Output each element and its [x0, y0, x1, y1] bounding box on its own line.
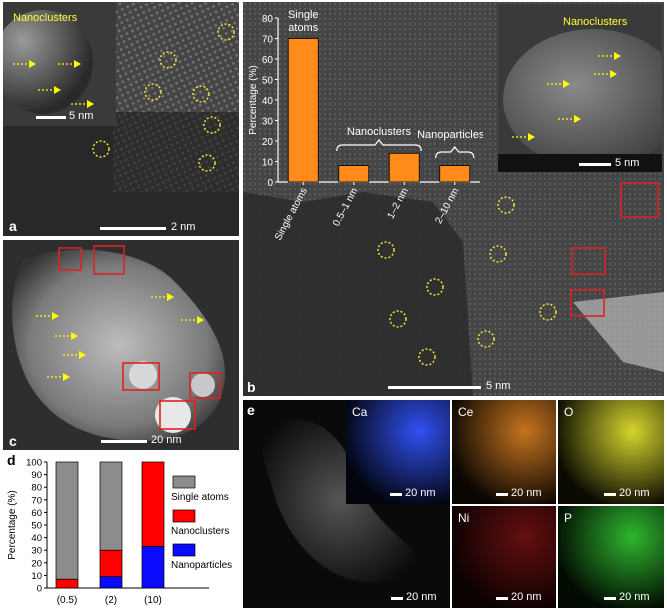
legend-swatch — [172, 509, 196, 523]
legend-swatch — [172, 475, 196, 489]
bar-segment — [55, 578, 79, 589]
y-tick-label: 70 — [31, 495, 42, 506]
panel-label-b: b — [247, 379, 256, 395]
scale-bar — [100, 227, 166, 230]
y-tick-label: 50 — [262, 76, 274, 87]
element-map-scale: 20 nm — [619, 591, 650, 603]
bar — [388, 152, 420, 183]
y-tick-label: 50 — [31, 521, 42, 532]
annotation-nanoclusters: Nanoclusters — [347, 126, 412, 138]
element-map-scale: 20 nm — [405, 487, 436, 499]
y-tick-label: 40 — [262, 96, 274, 107]
element-map-scale: 20 nm — [619, 487, 650, 499]
element-map-label: P — [564, 511, 573, 525]
legend-label: Nanoclusters — [171, 526, 229, 537]
inset-title: Nanoclusters — [13, 12, 78, 24]
inset-scale-bar-b — [579, 163, 611, 166]
panel-e: 20 nm e Ca 20 nm Ce 20 nm O 20 nm Ni 20 nm P 20 n… — [243, 400, 664, 608]
panel-b-inset: Nanoclusters 5 nm — [498, 4, 662, 172]
scale-bar-b — [388, 386, 481, 389]
brace-nanoparticles — [435, 146, 475, 159]
x-tick-label: (10) — [144, 595, 162, 606]
bar-segment — [99, 461, 123, 551]
annotation-nanoparticles: Nanoparticles — [417, 129, 483, 141]
element-map-scale: 20 nm — [511, 591, 542, 603]
panel-c: 20 nm c — [3, 240, 239, 450]
y-tick-label: 0 — [267, 178, 273, 189]
panel-label-d: d — [7, 452, 16, 468]
single-atom-markers-b — [377, 196, 557, 366]
y-axis-label: Percentage (%) — [248, 65, 259, 134]
y-tick-label: 100 — [26, 458, 42, 469]
bar-segment — [141, 546, 165, 589]
scale-label: 2 nm — [171, 221, 196, 233]
panel-a-image — [3, 2, 239, 236]
inset-arrows-b — [512, 52, 621, 141]
panel-label-a: a — [9, 218, 17, 234]
y-tick-label: 30 — [31, 546, 42, 557]
panel-a-inset: Nanoclusters 5 nm — [3, 2, 116, 126]
y-tick-label: 20 — [262, 137, 274, 148]
legend-label: Nanoparticles — [171, 560, 232, 571]
panel-label-c: c — [9, 433, 17, 449]
legend-swatch — [172, 543, 196, 557]
y-axis-label: Percentage (%) — [7, 490, 18, 559]
panel-c-image — [3, 240, 239, 450]
element-map-o: O 20 nm — [558, 400, 664, 504]
element-map-ca: Ca 20 nm — [346, 400, 450, 504]
y-tick-label: 70 — [262, 35, 274, 46]
bar — [338, 165, 370, 183]
brace-nanoclusters — [336, 139, 422, 152]
panel-b: 0 10 20 30 40 50 60 70 80 Percentage (%) Single at… — [243, 2, 664, 396]
y-tick-label: 60 — [31, 508, 42, 519]
scale-label-c: 20 nm — [151, 434, 182, 446]
element-map-p: P 20 nm — [558, 506, 664, 608]
c-arrows — [36, 293, 204, 381]
panel-d: 0 10 20 30 40 50 60 70 80 90 100 Percentage (%) (0.5… — [3, 452, 241, 608]
element-map-ni: Ni 20 nm — [452, 506, 556, 608]
bar-segment — [141, 461, 165, 547]
y-tick-label: 0 — [37, 584, 42, 595]
element-map-label: O — [564, 405, 574, 419]
panel-label-e: e — [247, 402, 255, 418]
bar-segment — [99, 549, 123, 578]
y-tick-label: 30 — [262, 117, 274, 128]
y-tick-label: 80 — [262, 14, 274, 25]
panel-a: Nanoclusters 5 nm 2 nm a — [3, 2, 239, 236]
scale-bar-c — [101, 440, 147, 443]
y-tick-label: 80 — [31, 483, 42, 494]
element-map-label: Ni — [458, 511, 470, 525]
y-tick-label: 10 — [31, 571, 42, 582]
bar — [439, 165, 471, 183]
y-tick-label: 10 — [262, 158, 274, 169]
x-tick-label: (0.5) — [57, 595, 78, 606]
bar-segment — [99, 576, 123, 589]
nanoparticle-boxes-c — [58, 245, 221, 430]
inset-title-b: Nanoclusters — [563, 16, 628, 28]
annotation-single-atoms: Single atoms — [288, 9, 319, 34]
element-map-label: Ce — [458, 405, 474, 419]
bar-segment — [55, 461, 79, 580]
y-tick-label: 20 — [31, 558, 42, 569]
e-main-scale: 20 nm — [406, 591, 437, 603]
inset-scale-label-b: 5 nm — [615, 157, 640, 169]
y-tick-label: 60 — [262, 55, 274, 66]
inset-scale-bar — [36, 116, 66, 119]
element-map-label: Ca — [352, 405, 368, 419]
nanocluster-boxes-b — [570, 182, 659, 317]
scale-label-b: 5 nm — [486, 380, 511, 392]
element-map-scale: 20 nm — [511, 487, 542, 499]
single-atom-markers — [92, 23, 235, 172]
y-tick-label: 90 — [31, 470, 42, 481]
y-tick-label: 40 — [31, 533, 42, 544]
bar — [287, 38, 319, 183]
inset-arrows — [13, 60, 94, 108]
x-tick-label: (2) — [105, 595, 117, 606]
inset-scale-label: 5 nm — [69, 110, 94, 122]
legend-label: Single atoms — [171, 492, 229, 503]
element-map-ce: Ce 20 nm — [452, 400, 556, 504]
